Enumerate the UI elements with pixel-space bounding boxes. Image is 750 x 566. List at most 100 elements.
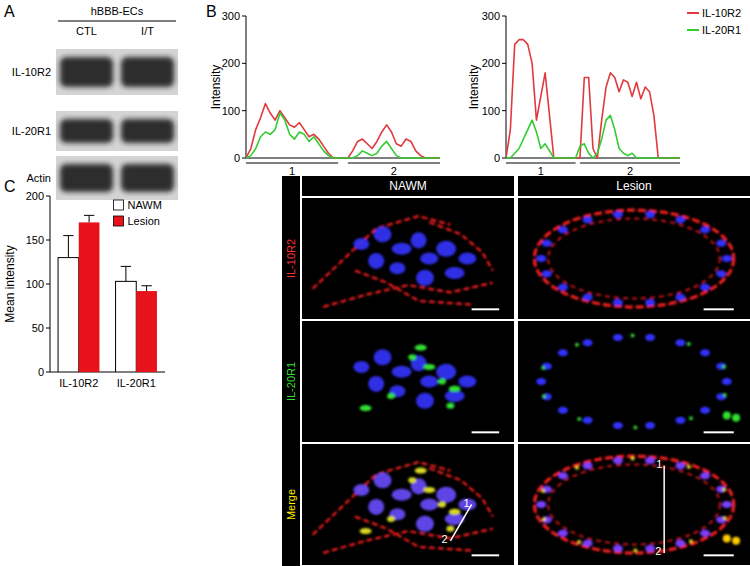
scale-bar	[472, 554, 500, 556]
red-strand	[313, 462, 451, 535]
image-content	[313, 462, 493, 553]
nucleus	[583, 540, 593, 547]
profile-line-label: 1	[656, 458, 662, 470]
nucleus	[436, 364, 456, 380]
nucleus	[558, 530, 568, 537]
scale-bar	[472, 431, 500, 433]
x-tick-label: IL-20R1	[117, 377, 156, 389]
nucleus	[542, 486, 552, 493]
plot-marks	[58, 215, 157, 372]
image-bg	[518, 198, 750, 319]
segment-bracket	[246, 163, 338, 164]
nucleus	[536, 501, 546, 508]
nucleus	[613, 545, 623, 552]
blot-strip	[56, 49, 178, 95]
plot-marks	[506, 40, 680, 158]
row-label: IL-10R2	[285, 239, 297, 278]
green-signal	[446, 403, 454, 409]
bar	[58, 258, 79, 372]
blot-band	[121, 164, 174, 192]
bar	[79, 222, 100, 372]
segment-bracket	[348, 163, 440, 164]
nucleus	[675, 540, 685, 547]
nucleus	[542, 516, 552, 523]
nucleus	[374, 472, 392, 488]
legend-label: Lesion	[128, 215, 160, 227]
green-signal	[415, 345, 427, 351]
green-signal	[408, 354, 416, 360]
nucleus	[536, 378, 546, 385]
nucleus	[716, 393, 726, 400]
error-cap	[121, 266, 131, 267]
green-signal	[438, 379, 446, 385]
y-tick-label: 300	[222, 10, 240, 22]
micrograph-grid: NAWMLesionIL-10R2IL-20R1Merge1212	[282, 176, 750, 566]
green-signal	[449, 386, 461, 392]
nucleus	[558, 226, 568, 233]
legend-label: IL-10R2	[702, 7, 741, 19]
green-signal	[689, 539, 693, 543]
series-line	[246, 104, 440, 158]
green-signal	[631, 457, 635, 461]
blot-band	[60, 57, 113, 87]
legend-label: NAWM	[128, 199, 162, 211]
nucleus	[700, 407, 710, 414]
image-content	[353, 345, 476, 412]
blot-band	[121, 57, 174, 87]
profile-line-label: 1	[464, 497, 470, 509]
header-rule	[58, 21, 176, 22]
error-bar	[68, 236, 69, 258]
nucleus	[445, 513, 465, 525]
nucleus	[583, 294, 593, 301]
green-signal	[423, 487, 435, 493]
nucleus	[645, 334, 655, 341]
nucleus	[416, 393, 434, 409]
nucleus	[700, 284, 710, 291]
red-strand	[429, 468, 493, 516]
y-tick-label: 200	[482, 57, 500, 69]
blot-column: I/T	[141, 25, 154, 37]
green-signal	[408, 477, 416, 483]
nucleus	[558, 472, 568, 479]
nucleus	[542, 240, 552, 247]
green-signal	[723, 393, 727, 397]
nucleus	[458, 253, 476, 265]
x-tick-label: IL-10R2	[59, 377, 98, 389]
line-chart: Intensity010020030012	[209, 10, 440, 177]
green-signal	[687, 342, 691, 346]
y-tick-label: 0	[494, 152, 500, 164]
image-content	[536, 334, 740, 430]
y-tick	[242, 158, 246, 159]
green-signal	[446, 526, 454, 532]
y-tick	[502, 63, 506, 64]
legend-label: IL-20R1	[702, 24, 741, 36]
segment-label: 2	[391, 165, 397, 177]
micrograph	[518, 198, 750, 319]
y-tick	[46, 372, 50, 373]
nucleus	[675, 417, 685, 424]
nucleus	[411, 232, 427, 248]
blot-header: hBBB-ECs	[91, 5, 144, 17]
nucleus	[700, 226, 710, 233]
green-signal	[438, 502, 446, 508]
plot-marks	[246, 104, 440, 158]
segment-bracket	[580, 163, 680, 164]
y-tick-label: 100	[222, 105, 240, 117]
panel-label: B	[206, 3, 217, 20]
y-tick-label: 50	[32, 322, 44, 334]
series-line	[246, 113, 440, 158]
y-axis	[246, 16, 247, 158]
row-label: Merge	[285, 489, 297, 520]
y-tick	[46, 240, 50, 241]
legend-swatch	[114, 200, 124, 210]
line-chart: Intensity010020030012IL-10R2IL-20R1	[467, 7, 741, 177]
nucleus	[645, 422, 655, 429]
micrograph	[302, 198, 514, 319]
red-ring	[534, 210, 734, 307]
nucleus	[458, 376, 476, 388]
nucleus	[542, 393, 552, 400]
nucleus	[613, 211, 623, 218]
nucleus	[583, 216, 593, 223]
image-content	[534, 210, 734, 307]
micrograph: 12	[302, 444, 514, 565]
